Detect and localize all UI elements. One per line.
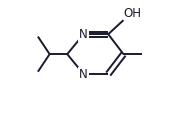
Text: OH: OH (124, 7, 142, 20)
Text: N: N (79, 28, 88, 41)
Text: N: N (79, 68, 88, 81)
